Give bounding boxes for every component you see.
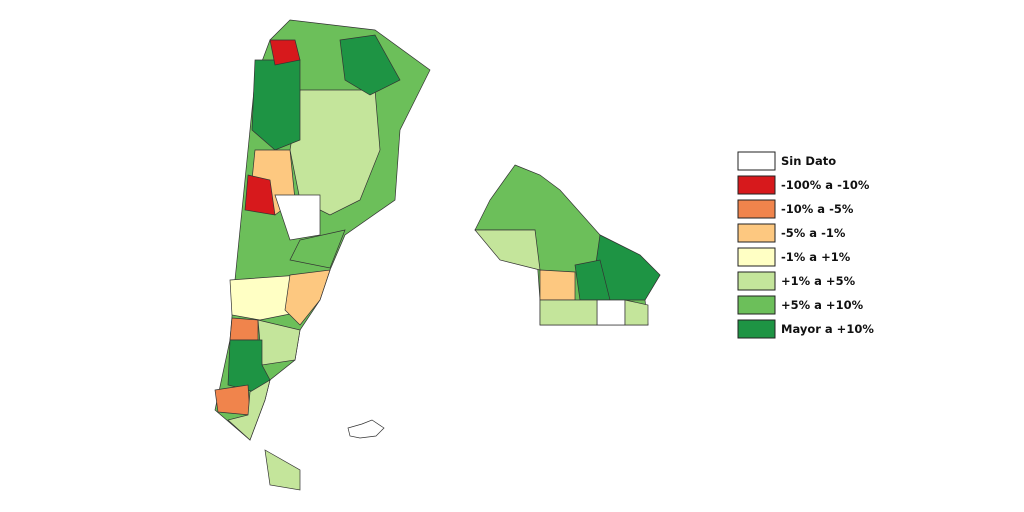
legend-label: +1% a +5% — [781, 274, 856, 288]
legend-swatch — [737, 319, 776, 339]
legend-swatch — [737, 199, 776, 219]
region — [264, 449, 301, 491]
legend-swatch — [737, 247, 776, 267]
region — [474, 229, 541, 271]
legend-label: Sin Dato — [781, 154, 836, 168]
legend-swatch — [737, 295, 776, 315]
legend-label: -10% a -5% — [781, 202, 854, 216]
legend-swatch — [737, 271, 776, 291]
region — [539, 269, 576, 301]
region — [274, 194, 321, 241]
argentina-map — [214, 19, 431, 491]
region — [596, 299, 626, 326]
legend-label: Mayor a +10% — [781, 322, 874, 336]
region — [339, 34, 401, 96]
region — [251, 59, 301, 151]
legend-label: -100% a -10% — [781, 178, 870, 192]
legend: Sin Dato -100% a -10% -10% a -5% -5% a -1% -… — [737, 151, 874, 339]
legend-label: -5% a -1% — [781, 226, 846, 240]
region — [289, 89, 381, 216]
region — [289, 229, 346, 269]
region — [229, 317, 259, 341]
legend-label: +5% a +10% — [781, 298, 864, 312]
legend-swatch — [737, 175, 776, 195]
chaco-map — [474, 164, 661, 326]
legend-label: -1% a +1% — [781, 250, 851, 264]
region — [284, 269, 331, 326]
region — [214, 384, 251, 416]
region — [624, 299, 649, 326]
islands — [347, 419, 385, 439]
region — [539, 299, 598, 326]
region — [269, 39, 301, 66]
region — [244, 174, 276, 216]
legend-swatch — [737, 223, 776, 243]
region — [227, 379, 271, 441]
legend-swatch — [737, 151, 776, 171]
